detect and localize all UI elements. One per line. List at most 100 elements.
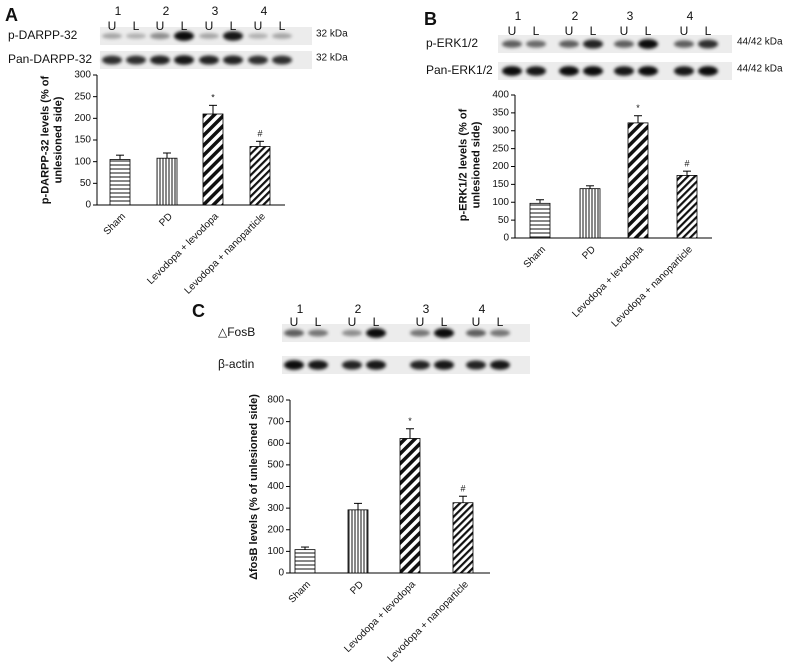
error-bar: [459, 495, 467, 503]
lane-number: 2: [572, 9, 579, 23]
lane-number: 1: [115, 4, 122, 18]
lane-side: U: [348, 315, 357, 329]
lane-side: L: [230, 19, 237, 33]
lane-side: U: [156, 19, 165, 33]
y-tick-label: 200: [74, 113, 91, 124]
y-tick-label: 0: [503, 233, 509, 244]
blot-strip: [282, 356, 530, 374]
y-tick-label: 100: [74, 156, 91, 167]
blot-band: [614, 40, 634, 48]
y-tick-label: 100: [492, 197, 509, 208]
lane-number: 2: [355, 302, 362, 316]
y-axis-title-line: unlesioned side): [470, 121, 482, 208]
blot-band: [126, 33, 146, 39]
blot-row-label: △FosB: [218, 325, 255, 339]
y-tick-label: 250: [74, 91, 91, 102]
y-tick-label: 800: [267, 395, 284, 406]
blot-band: [342, 360, 362, 370]
blot-band: [366, 328, 386, 338]
annotation: *: [408, 416, 412, 426]
y-axis-title-line: unlesioned side): [52, 96, 64, 183]
y-tick-label: 150: [492, 179, 509, 190]
y-tick-label: 300: [267, 503, 284, 514]
bar: [529, 202, 551, 239]
x-tick-label: PD: [157, 211, 175, 229]
lane-side: U: [108, 19, 117, 33]
bar: [452, 502, 474, 574]
y-tick-label: 600: [267, 438, 284, 449]
y-axis-title-line: ΔfosB levels (% of unlesioned side): [248, 394, 260, 580]
blot-band: [490, 360, 510, 370]
y-tick-label: 300: [492, 125, 509, 136]
lane-number: 1: [515, 9, 522, 23]
blot-band: [674, 66, 694, 76]
y-tick-label: 100: [267, 546, 284, 557]
x-tick-label: PD: [580, 244, 598, 262]
blot-band: [272, 33, 292, 39]
blot-band: [559, 66, 579, 76]
y-tick-label: 150: [74, 135, 91, 146]
lane-side: L: [315, 315, 322, 329]
x-tick-label: Levodopa + nanoparticle: [183, 211, 269, 297]
bar: [627, 122, 649, 239]
blot-band: [284, 329, 304, 337]
lane-side: L: [497, 315, 504, 329]
y-tick-label: 400: [492, 90, 509, 101]
annotation: *: [211, 93, 215, 103]
lane-side: U: [254, 19, 263, 33]
blot-band: [223, 31, 243, 41]
lane-side: U: [620, 24, 629, 38]
blot-band: [434, 328, 454, 338]
error-bar: [256, 140, 264, 147]
blot-band: [490, 329, 510, 337]
blot-row-label: Pan-DARPP-32: [8, 52, 92, 66]
annotation: #: [257, 129, 262, 139]
blot-size-label: 32 kDa: [316, 29, 348, 40]
blot-size-label: 44/42 kDa: [737, 64, 783, 75]
bar: [347, 509, 369, 574]
y-tick-label: 200: [492, 161, 509, 172]
annotation: #: [684, 159, 689, 169]
blot-band: [698, 66, 718, 76]
lane-side: L: [279, 19, 286, 33]
blot-band: [559, 40, 579, 48]
blot-band: [466, 360, 486, 370]
y-tick-label: 500: [267, 460, 284, 471]
panel-label: B: [424, 9, 437, 29]
blot-size-label: 32 kDa: [316, 53, 348, 64]
blot-band: [526, 66, 546, 76]
y-axis-title: p-DARPP-32 levels (% of unlesioned side): [39, 75, 64, 204]
blot-row-label: p-DARPP-32: [8, 28, 78, 42]
blot-size-label: 44/42 kDa: [737, 37, 783, 48]
lane-side: U: [290, 315, 299, 329]
y-tick-label: 0: [85, 200, 91, 211]
lane-side: U: [472, 315, 481, 329]
x-tick-label: Sham: [287, 579, 313, 605]
error-bar: [683, 170, 691, 176]
blot-row-label: p-ERK1/2: [426, 36, 478, 50]
y-tick-label: 0: [278, 568, 284, 579]
y-axis-title-line: p-ERK1/2 levels (% of: [457, 108, 469, 221]
lane-number: 2: [163, 4, 170, 18]
blot-band: [199, 55, 219, 65]
blot-row-label: β-actin: [218, 357, 254, 371]
bar: [109, 159, 131, 206]
lane-side: U: [416, 315, 425, 329]
error-bar: [301, 546, 309, 550]
lane-side: L: [441, 315, 448, 329]
x-tick-label: PD: [348, 579, 366, 597]
blot-band: [272, 55, 292, 65]
lane-side: L: [133, 19, 140, 33]
blot-band: [502, 66, 522, 76]
blot-band: [583, 66, 603, 76]
blot-band: [698, 39, 718, 49]
y-tick-label: 350: [492, 108, 509, 119]
y-axis-title-line: p-DARPP-32 levels (% of: [39, 75, 51, 204]
blot-row-label: Pan-ERK1/2: [426, 63, 493, 77]
blot-band: [174, 31, 194, 41]
error-bar: [406, 428, 414, 439]
blot-band: [674, 40, 694, 48]
y-axis-title: ΔfosB levels (% of unlesioned side): [248, 394, 260, 580]
blot-band: [102, 55, 122, 65]
error-bar: [209, 104, 217, 114]
